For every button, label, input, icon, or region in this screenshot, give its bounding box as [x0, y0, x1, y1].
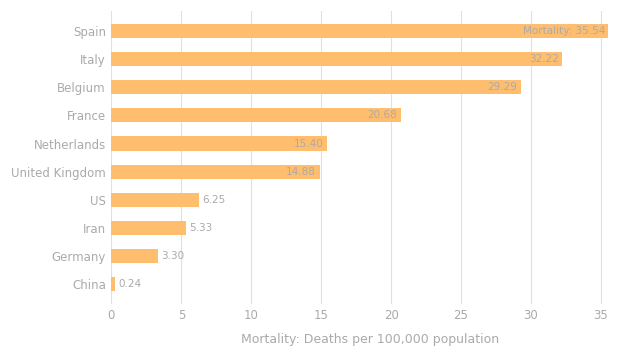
Text: 32.22: 32.22	[529, 55, 559, 65]
Bar	[111, 277, 115, 291]
Text: 15.40: 15.40	[294, 139, 323, 149]
Bar	[111, 52, 562, 66]
Text: 29.29: 29.29	[488, 82, 518, 92]
Text: 6.25: 6.25	[202, 195, 225, 205]
Bar	[111, 248, 157, 263]
X-axis label: Mortality: Deaths per 100,000 population: Mortality: Deaths per 100,000 population	[241, 333, 499, 346]
Text: 14.88: 14.88	[286, 166, 316, 176]
Bar	[111, 136, 327, 151]
Bar	[111, 24, 609, 39]
Bar	[111, 192, 199, 207]
Text: 5.33: 5.33	[189, 222, 212, 232]
Text: 3.30: 3.30	[161, 251, 184, 261]
Text: 20.68: 20.68	[367, 110, 397, 120]
Bar	[111, 80, 521, 95]
Text: Mortality: 35.54: Mortality: 35.54	[523, 26, 605, 36]
Text: 0.24: 0.24	[118, 278, 141, 288]
Bar	[111, 109, 401, 122]
Bar	[111, 221, 186, 235]
Bar	[111, 165, 319, 178]
